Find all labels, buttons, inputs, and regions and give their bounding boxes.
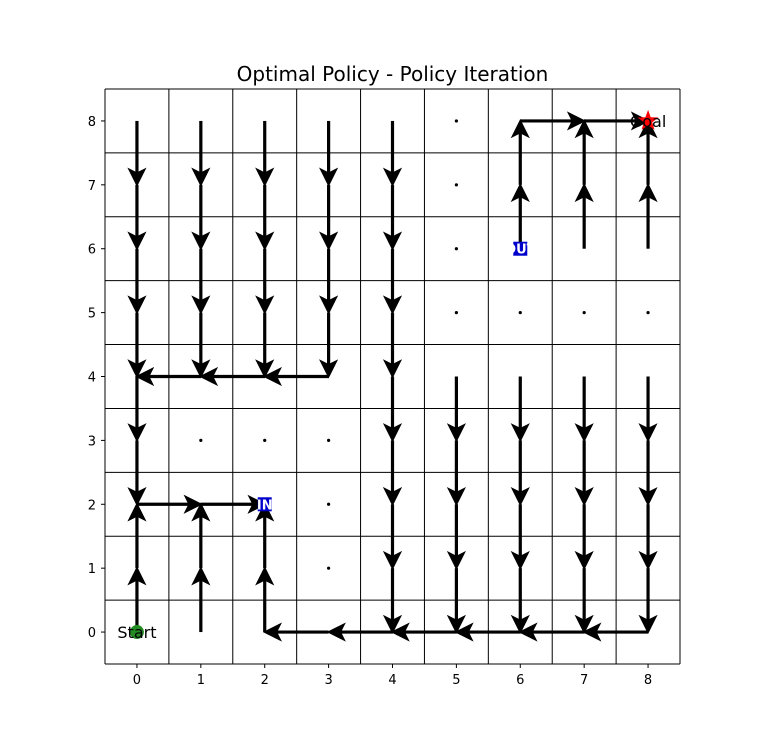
policy-dot (327, 566, 331, 570)
y-tick-label: 4 (88, 371, 96, 386)
policy-dot (454, 183, 458, 187)
portal-marker (257, 497, 272, 512)
policy-dot (327, 502, 331, 506)
x-tick-label: 3 (324, 673, 332, 688)
y-tick-label: 0 (88, 626, 96, 641)
portal-label: IN (257, 498, 273, 513)
policy-dot (582, 311, 586, 315)
x-tick-label: 7 (580, 673, 588, 688)
portal-label: OUT (505, 243, 536, 258)
policy-arrows (127, 111, 658, 642)
portal-marker (513, 241, 528, 256)
x-tick-label: 1 (197, 673, 205, 688)
policy-dot (454, 311, 458, 315)
policy-dot (454, 119, 458, 123)
x-tick-label: 0 (133, 673, 141, 688)
special-markers: Start Goal IN OUT (117, 109, 666, 642)
policy-dot (454, 247, 458, 251)
x-tick-label: 4 (388, 673, 396, 688)
y-tick-label: 6 (88, 243, 96, 258)
start-marker (129, 625, 144, 640)
policy-dot (646, 311, 650, 315)
y-tick-label: 8 (88, 115, 96, 130)
y-tick-label: 7 (88, 179, 96, 194)
y-tick-label: 1 (88, 562, 96, 577)
policy-dot (327, 438, 331, 442)
y-tick-label: 5 (88, 307, 96, 322)
x-tick-label: 2 (261, 673, 269, 688)
x-tick-label: 8 (644, 673, 652, 688)
chart-title: Optimal Policy - Policy Iteration (237, 62, 549, 86)
y-tick-label: 3 (88, 434, 96, 449)
policy-dot (263, 438, 267, 442)
goal-star-icon (637, 109, 659, 130)
start-label: Start (117, 623, 156, 642)
axis-ticks: 0 1 2 3 4 5 6 7 8 0 1 2 3 4 5 6 7 8 (88, 115, 652, 688)
x-tick-label: 6 (516, 673, 524, 688)
policy-dot (518, 311, 522, 315)
goal-label: Goal (630, 112, 666, 131)
policy-dot (199, 438, 203, 442)
y-tick-label: 2 (88, 498, 96, 513)
x-tick-label: 5 (452, 673, 460, 688)
